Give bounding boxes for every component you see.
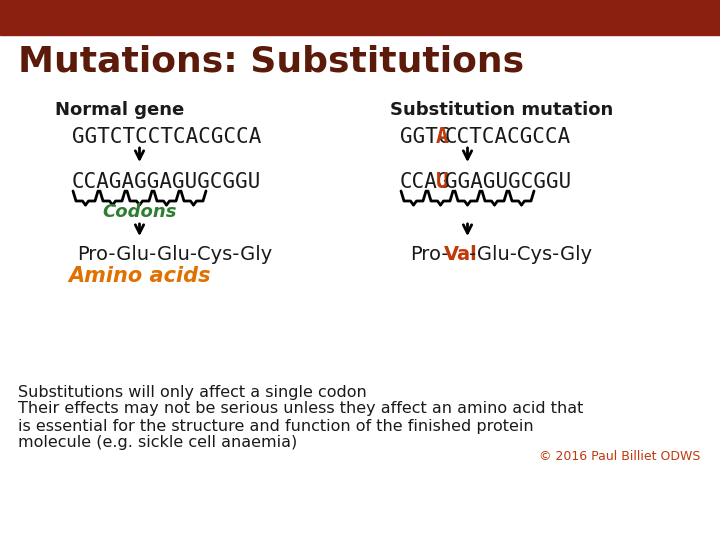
Text: Substitutions will only affect a single codon: Substitutions will only affect a single … [18,384,366,400]
Text: Substitution mutation: Substitution mutation [390,101,613,119]
Text: GGAGUGCGGU: GGAGUGCGGU [445,172,571,192]
Text: Val: Val [444,245,478,264]
Text: Codons: Codons [102,203,176,221]
Text: GGTC: GGTC [400,127,451,147]
Text: CCTCACGCCA: CCTCACGCCA [445,127,571,147]
Text: © 2016 Paul Billiet ODWS: © 2016 Paul Billiet ODWS [539,450,700,463]
Text: Their effects may not be serious unless they affect an amino acid that: Their effects may not be serious unless … [18,402,583,416]
Text: Amino acids: Amino acids [68,266,211,286]
Text: molecule (e.g. sickle cell anaemia): molecule (e.g. sickle cell anaemia) [18,435,297,450]
Text: -Glu-Cys-Gly: -Glu-Cys-Gly [469,245,593,264]
Text: A: A [436,127,449,147]
Text: CCAGAGGAGUGCGGU: CCAGAGGAGUGCGGU [72,172,261,192]
Text: Normal gene: Normal gene [55,101,184,119]
Text: is essential for the structure and function of the finished protein: is essential for the structure and funct… [18,418,534,434]
Text: U: U [436,172,449,192]
Text: Pro-: Pro- [410,245,449,264]
Text: Pro-Glu-Glu-Cys-Gly: Pro-Glu-Glu-Cys-Gly [77,245,272,264]
Bar [0,0,720,35]
Text: GGTCTCCTCACGCCA: GGTCTCCTCACGCCA [72,127,261,147]
Text: Mutations: Substitutions: Mutations: Substitutions [18,45,524,79]
Text: CCAG: CCAG [400,172,451,192]
